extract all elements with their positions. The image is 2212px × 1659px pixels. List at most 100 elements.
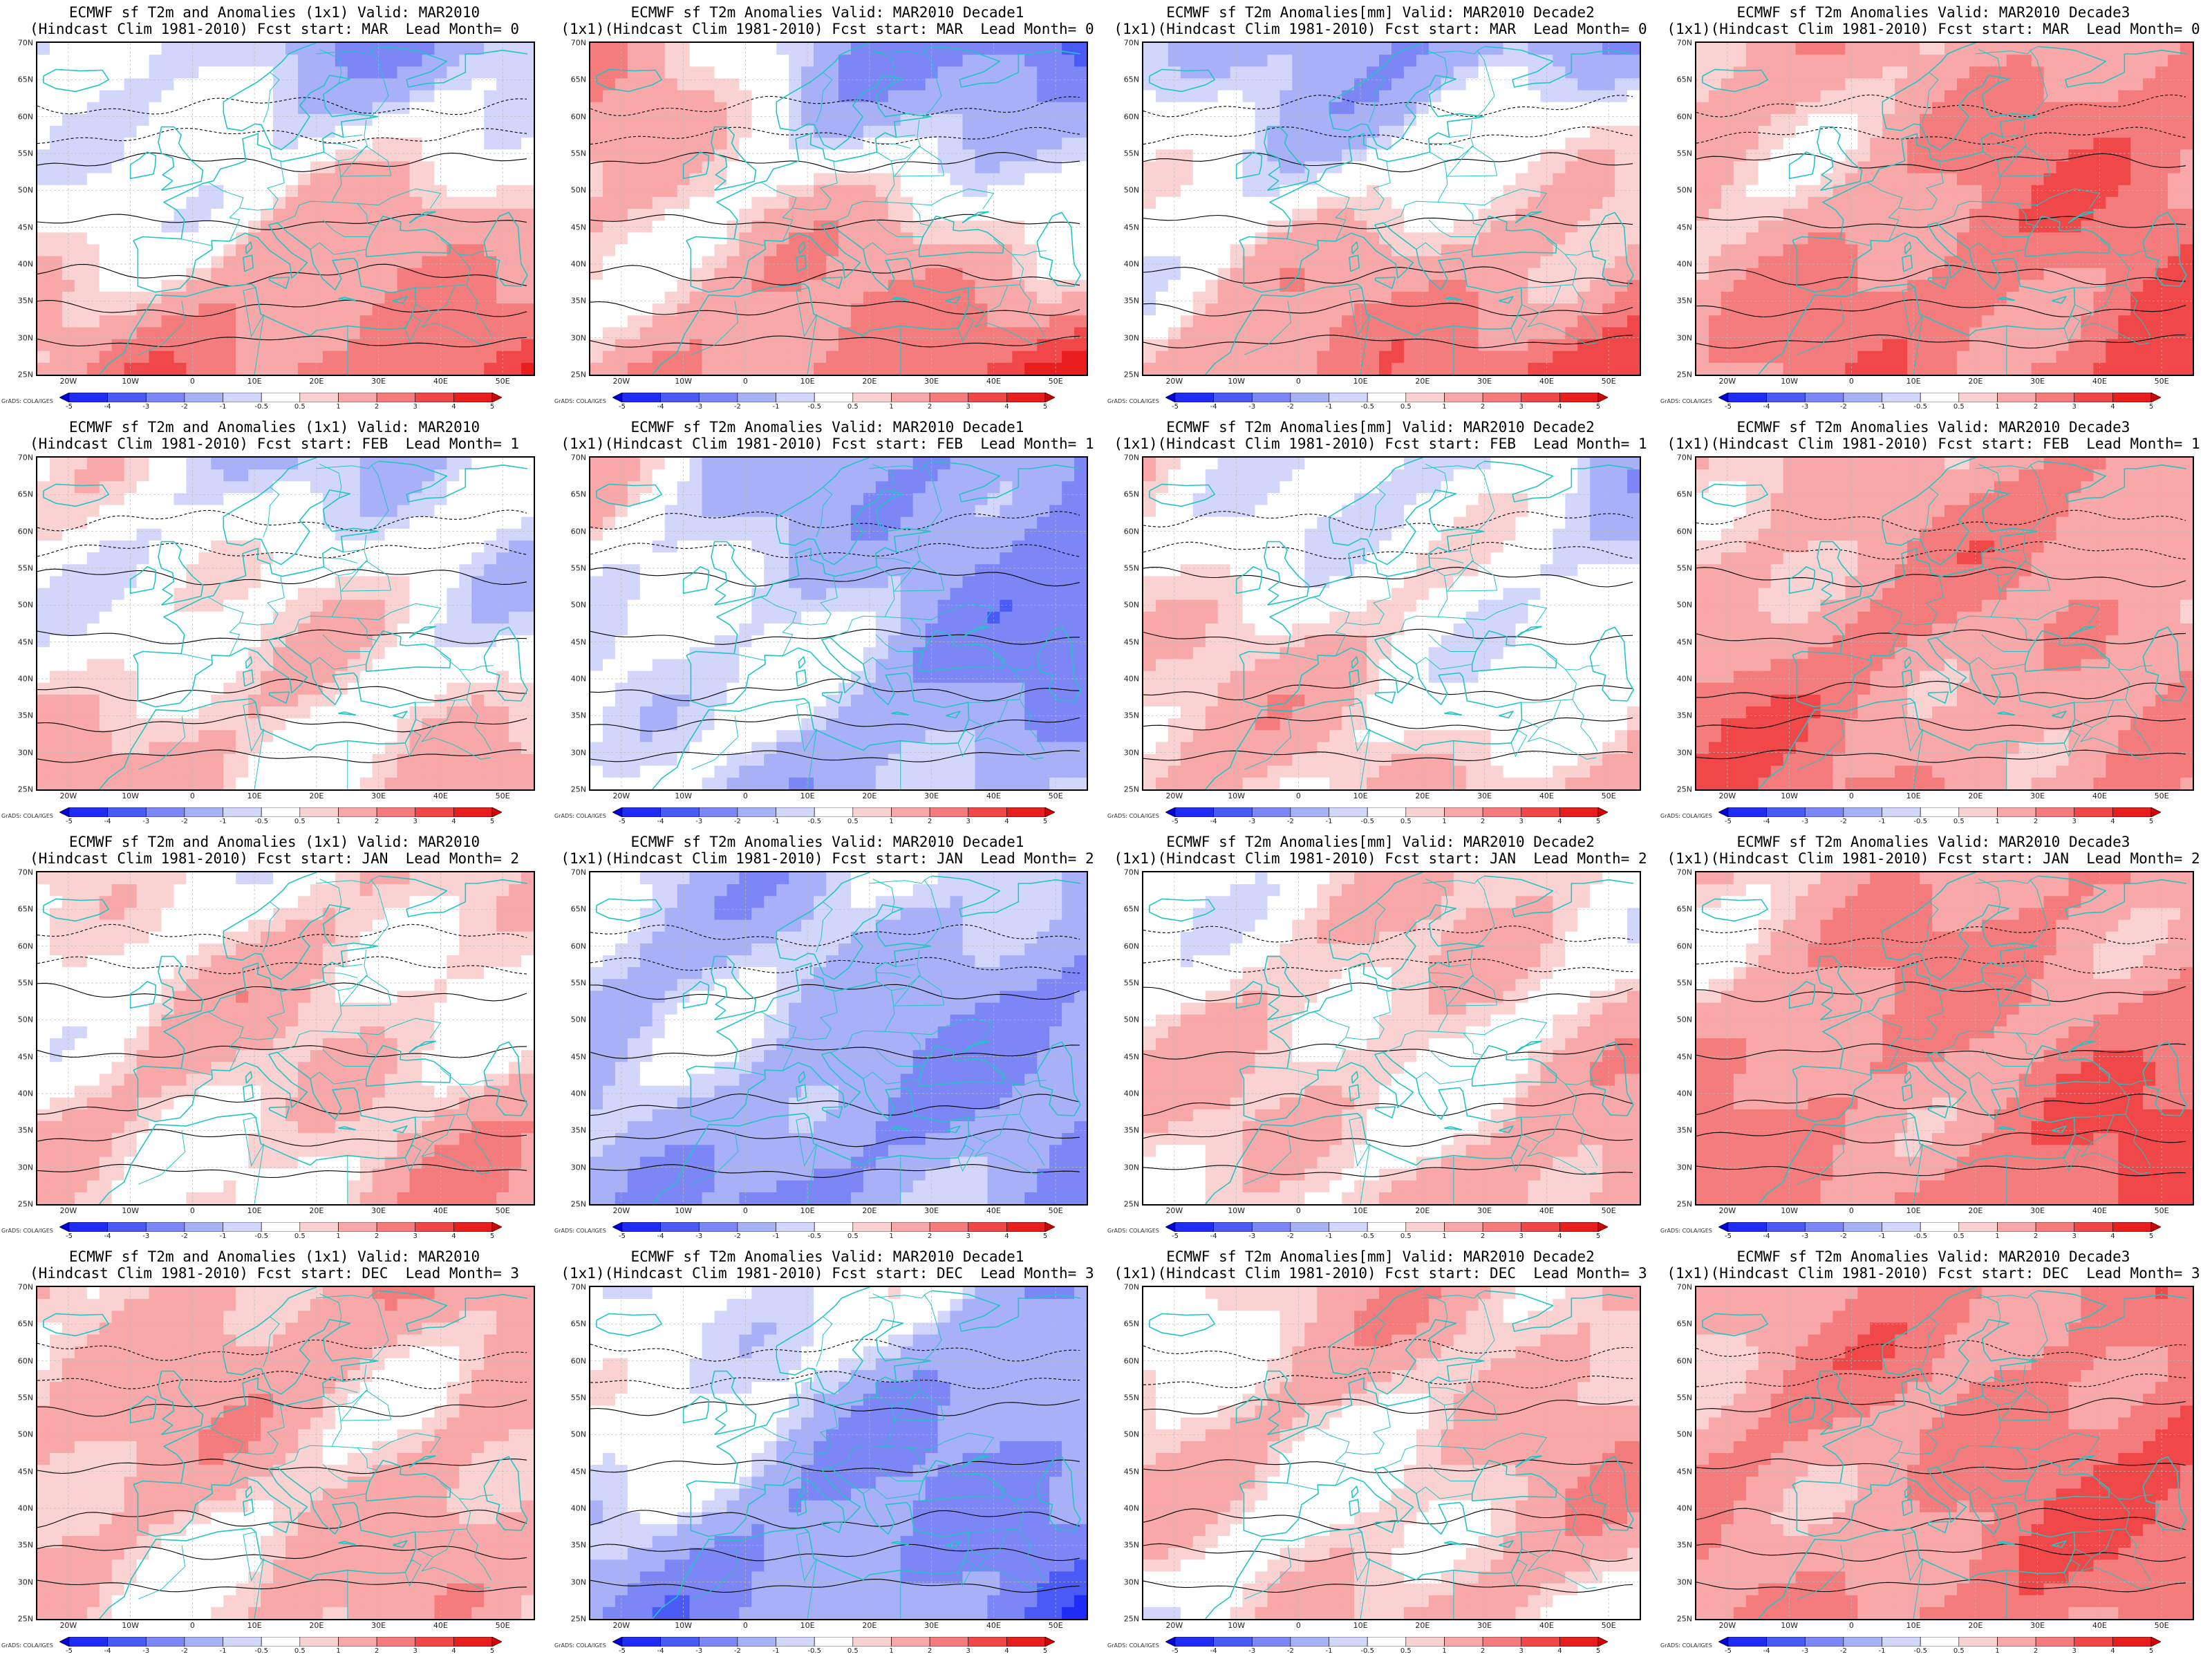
panel-title-line-1: ECMWF sf T2m Anomalies Valid: MAR2010 De… [1736,834,2130,850]
longitude-tick-label: 0 [1295,1621,1301,1630]
colorbar-tick-label: -2 [1839,1232,1847,1240]
colorbar-tick-label: -2 [1839,1647,1847,1655]
latitude-tick-label: 70N [1123,868,1139,877]
longitude-tick-label: 40E [2092,377,2107,386]
grads-credit: GrADS: COLA/IGES [554,1642,606,1649]
latitude-tick-label: 55N [1123,978,1139,988]
longitude-tick-label: 10E [1353,377,1368,386]
latitude-tick-label: 45N [1123,1052,1139,1062]
graticule [1696,1287,2193,1619]
latitude-tick-label: 60N [17,527,33,536]
colorbar-tick-label: 4 [1557,818,1562,825]
longitude-tick-label: 50E [1048,1621,1063,1630]
latitude-tick-label: 65N [17,489,33,499]
colorbar-tick-label: -2 [1286,403,1294,411]
longitude-tick-label: 40E [433,1621,448,1630]
colorbar-tick-label: 5 [1595,1647,1601,1655]
panel-title-line-1: ECMWF sf T2m Anomalies[mm] Valid: MAR201… [1166,1248,1595,1265]
latitude-tick-label: 35N [17,1540,33,1550]
anomaly-map [36,456,535,791]
panel-title: ECMWF sf T2m Anomalies Valid: MAR2010 De… [1659,419,2208,452]
longitude-tick-label: 50E [1048,377,1063,386]
longitude-tick-label: 0 [742,1621,748,1630]
longitude-axis: 20W 10W 0 10E 20E 30E 40E 50E [1142,1621,1641,1633]
latitude-tick-label: 50N [570,600,586,610]
colorbar-tick-label: 2 [374,1647,379,1655]
colorbar-tick-label: 2 [1480,403,1485,411]
panel-title-line-1: ECMWF sf T2m and Anomalies (1x1) Valid: … [68,1248,480,1265]
latitude-tick-label: 50N [1676,1015,1692,1024]
colorbar [612,393,1055,402]
panel-title: ECMWF sf T2m Anomalies Valid: MAR2010 De… [1659,834,2208,867]
grads-credit: GrADS: COLA/IGES [1660,1228,1712,1234]
colorbar-tick-label: -5 [66,1232,73,1240]
coastlines [43,43,528,375]
panel-title-line-2: (1x1)(Hindcast Clim 1981-2010) Fcst star… [1114,21,1647,37]
longitude-tick-label: 40E [986,1621,1001,1630]
longitude-tick-label: 10W [1228,377,1246,386]
colorbar-tick-label: 5 [489,818,495,825]
longitude-tick-label: 50E [2154,791,2169,800]
latitude-tick-label: 35N [17,1125,33,1135]
latitude-tick-label: 30N [570,748,586,758]
longitude-axis: 20W 10W 0 10E 20E 30E 40E 50E [36,1206,535,1219]
colorbar-tick-label: -2 [733,1647,741,1655]
coastlines [1149,1287,1634,1619]
latitude-tick-label: 70N [17,1282,33,1292]
anomaly-map [589,871,1088,1206]
colorbar-tick-label: -0.5 [1913,1232,1927,1240]
latitude-tick-label: 30N [1123,1163,1139,1172]
latitude-tick-label: 55N [570,149,586,158]
longitude-tick-label: 30E [924,1206,939,1215]
colorbar-svg [59,807,502,817]
colorbar-tick-label: 3 [2072,403,2077,411]
colorbar-svg [1165,807,1608,817]
longitude-tick-label: 10E [800,1621,815,1630]
colorbar-tick-label: 1 [336,1232,341,1240]
latitude-tick-label: 65N [1676,904,1692,914]
panel-title-line-2: (1x1)(Hindcast Clim 1981-2010) Fcst star… [561,435,1094,452]
longitude-tick-label: 40E [433,791,448,800]
country-borders [691,460,1047,789]
anomaly-map [589,1286,1088,1620]
graticule [590,1287,1087,1619]
map-canvas [1696,458,2193,789]
graticule [1696,458,2193,789]
colorbar-tick-label: 4 [2110,818,2115,825]
colorbar [1718,1637,2161,1647]
latitude-tick-label: 70N [17,453,33,462]
colorbar-tick-label: 5 [1595,818,1601,825]
temperature-contours [1143,95,1633,348]
longitude-tick-label: 50E [495,377,510,386]
latitude-tick-label: 60N [1676,112,1692,122]
colorbar-tick-label: 3 [1519,1647,1524,1655]
graticule [1696,872,2193,1204]
colorbar-tick-label: -5 [619,818,626,825]
colorbar-tick-label: -0.5 [807,818,821,825]
longitude-tick-label: 10W [675,1206,693,1215]
latitude-tick-label: 70N [570,1282,586,1292]
latitude-tick-label: 55N [1676,149,1692,158]
colorbar-tick-label: -4 [1763,1232,1770,1240]
forecast-map-panel: ECMWF sf T2m and Anomalies (1x1) Valid: … [0,415,549,830]
colorbar-tick-label: -5 [619,403,626,411]
longitude-tick-label: 0 [189,791,195,800]
colorbar-tick-label: 3 [1519,818,1524,825]
colorbar-tick-label: 5 [2148,818,2154,825]
latitude-tick-label: 50N [1123,1430,1139,1439]
latitude-tick-label: 40N [1123,1089,1139,1098]
latitude-axis: 70N 65N 60N 55N 50N 45N 40N 35N 30N 25N [1109,453,1141,794]
graticule [37,872,534,1204]
latitude-tick-label: 70N [570,38,586,48]
colorbar-tick-label: -0.5 [807,1232,821,1240]
latitude-tick-label: 60N [1123,1356,1139,1366]
latitude-tick-label: 45N [1123,223,1139,232]
longitude-tick-label: 20W [1165,791,1183,800]
latitude-tick-label: 25N [17,785,33,794]
latitude-tick-label: 30N [1676,1577,1692,1587]
colorbar-tick-label: 2 [2033,1232,2038,1240]
colorbar-ticks: -5 -4 -3 -2 -1 -0.5 0.5 1 2 3 4 5 [612,403,1055,413]
temperature-contours [37,924,527,1179]
longitude-tick-label: 0 [1848,1621,1854,1630]
anomaly-shading [590,458,1087,789]
